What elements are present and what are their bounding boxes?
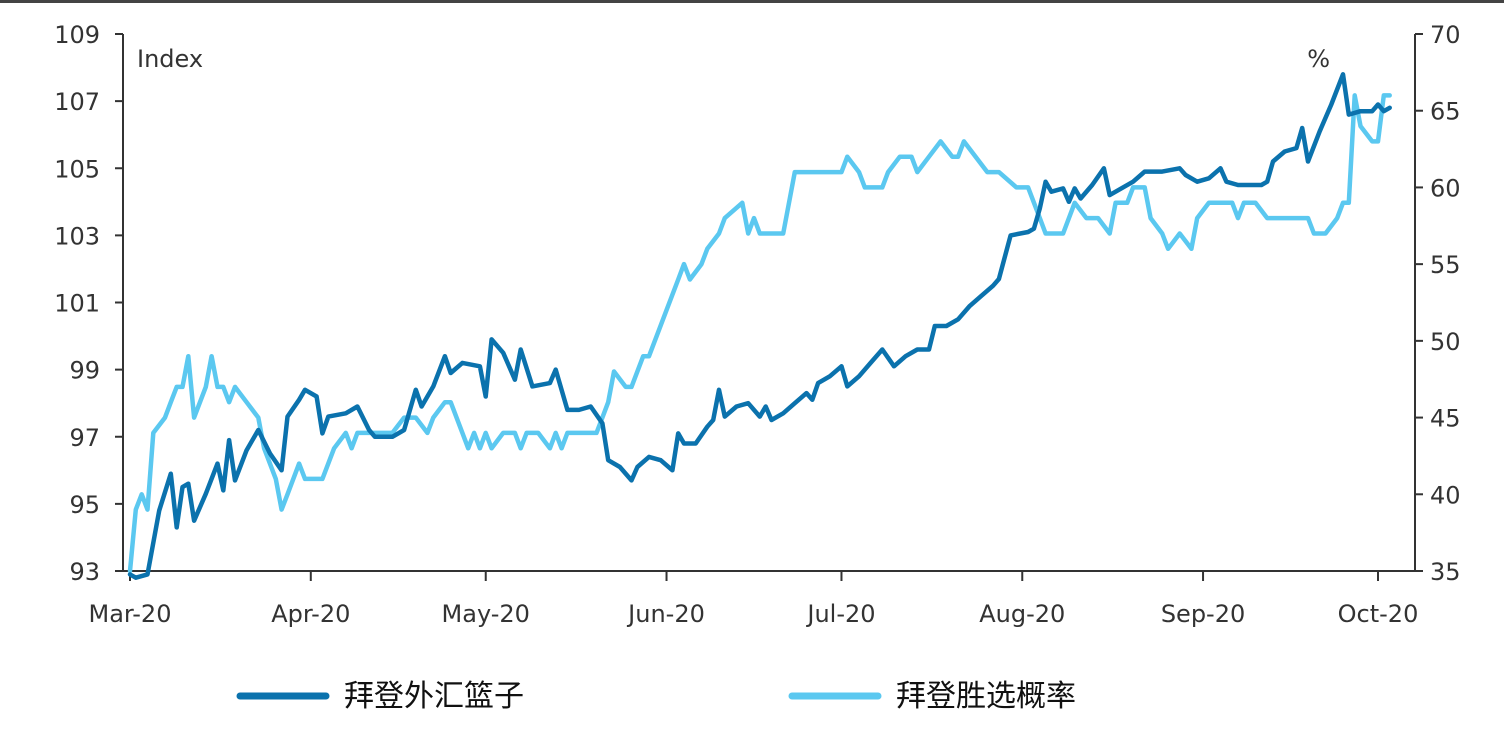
x-tick-label: Apr-20 [271,600,350,628]
series-line-biden-win-probability [127,93,1392,574]
right-y-tick-label: 35 [1430,558,1461,586]
right-axis-unit-label: % [1307,45,1330,73]
left-y-tick-label: 105 [54,155,100,183]
x-tick-label: Oct-20 [1338,600,1419,628]
right-y-tick-label: 40 [1430,481,1461,509]
left-y-tick-label: 99 [69,357,100,385]
right-y-tick-label: 50 [1430,328,1461,356]
right-y-tick-label: 65 [1430,98,1461,126]
top-border [0,0,1504,3]
left-y-tick-label: 107 [54,88,100,116]
left-y-tick-label: 101 [54,290,100,318]
x-tick-label: Mar-20 [89,600,172,628]
x-tick-label: Jul-20 [805,600,875,628]
left-y-tick-label: 109 [54,21,100,49]
right-y-tick-label: 45 [1430,405,1461,433]
left-y-tick-label: 93 [69,558,100,586]
right-y-tick-label: 55 [1430,251,1461,279]
left-axis-unit-label: Index [137,45,203,73]
left-y-tick-label: 103 [54,222,100,250]
x-tick-label: Jun-20 [626,600,705,628]
x-tick-label: May-20 [442,600,530,628]
legend-label-biden-fx-basket: 拜登外汇篮子 [344,679,524,714]
x-tick-label: Sep-20 [1161,600,1245,628]
left-y-tick-label: 97 [69,424,100,452]
x-tick-label: Aug-20 [979,600,1065,628]
right-y-tick-label: 60 [1430,174,1461,202]
left-y-tick-label: 95 [69,491,100,519]
legend-label-biden-win-probability: 拜登胜选概率 [896,679,1076,714]
series-line-biden-fx-basket [127,72,1392,580]
right-y-tick-label: 70 [1430,21,1461,49]
